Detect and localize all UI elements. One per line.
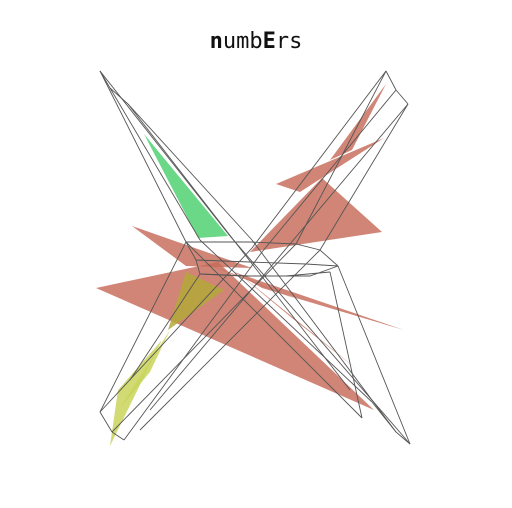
title-letter-n: n (209, 29, 223, 54)
red-sliver-center (186, 256, 298, 300)
title-letter-s: s (289, 29, 303, 54)
red-shapes (96, 84, 404, 410)
green-triangle (144, 134, 228, 238)
olive-triangle (168, 272, 224, 330)
title-letters-umb: umb (222, 29, 263, 54)
red-triangle-top-right (330, 84, 386, 160)
red-triangle-large-bottom (96, 262, 374, 410)
red-sliver-right (234, 272, 404, 330)
page-title: numbErs (0, 29, 512, 55)
title-letter-r: r (275, 29, 290, 54)
title-letter-e: E (262, 29, 276, 54)
red-triangle-right-big (250, 178, 382, 252)
line-structure (99, 70, 411, 445)
red-triangle-top-right-2 (276, 138, 384, 192)
red-triangle-left-wing (132, 226, 252, 268)
